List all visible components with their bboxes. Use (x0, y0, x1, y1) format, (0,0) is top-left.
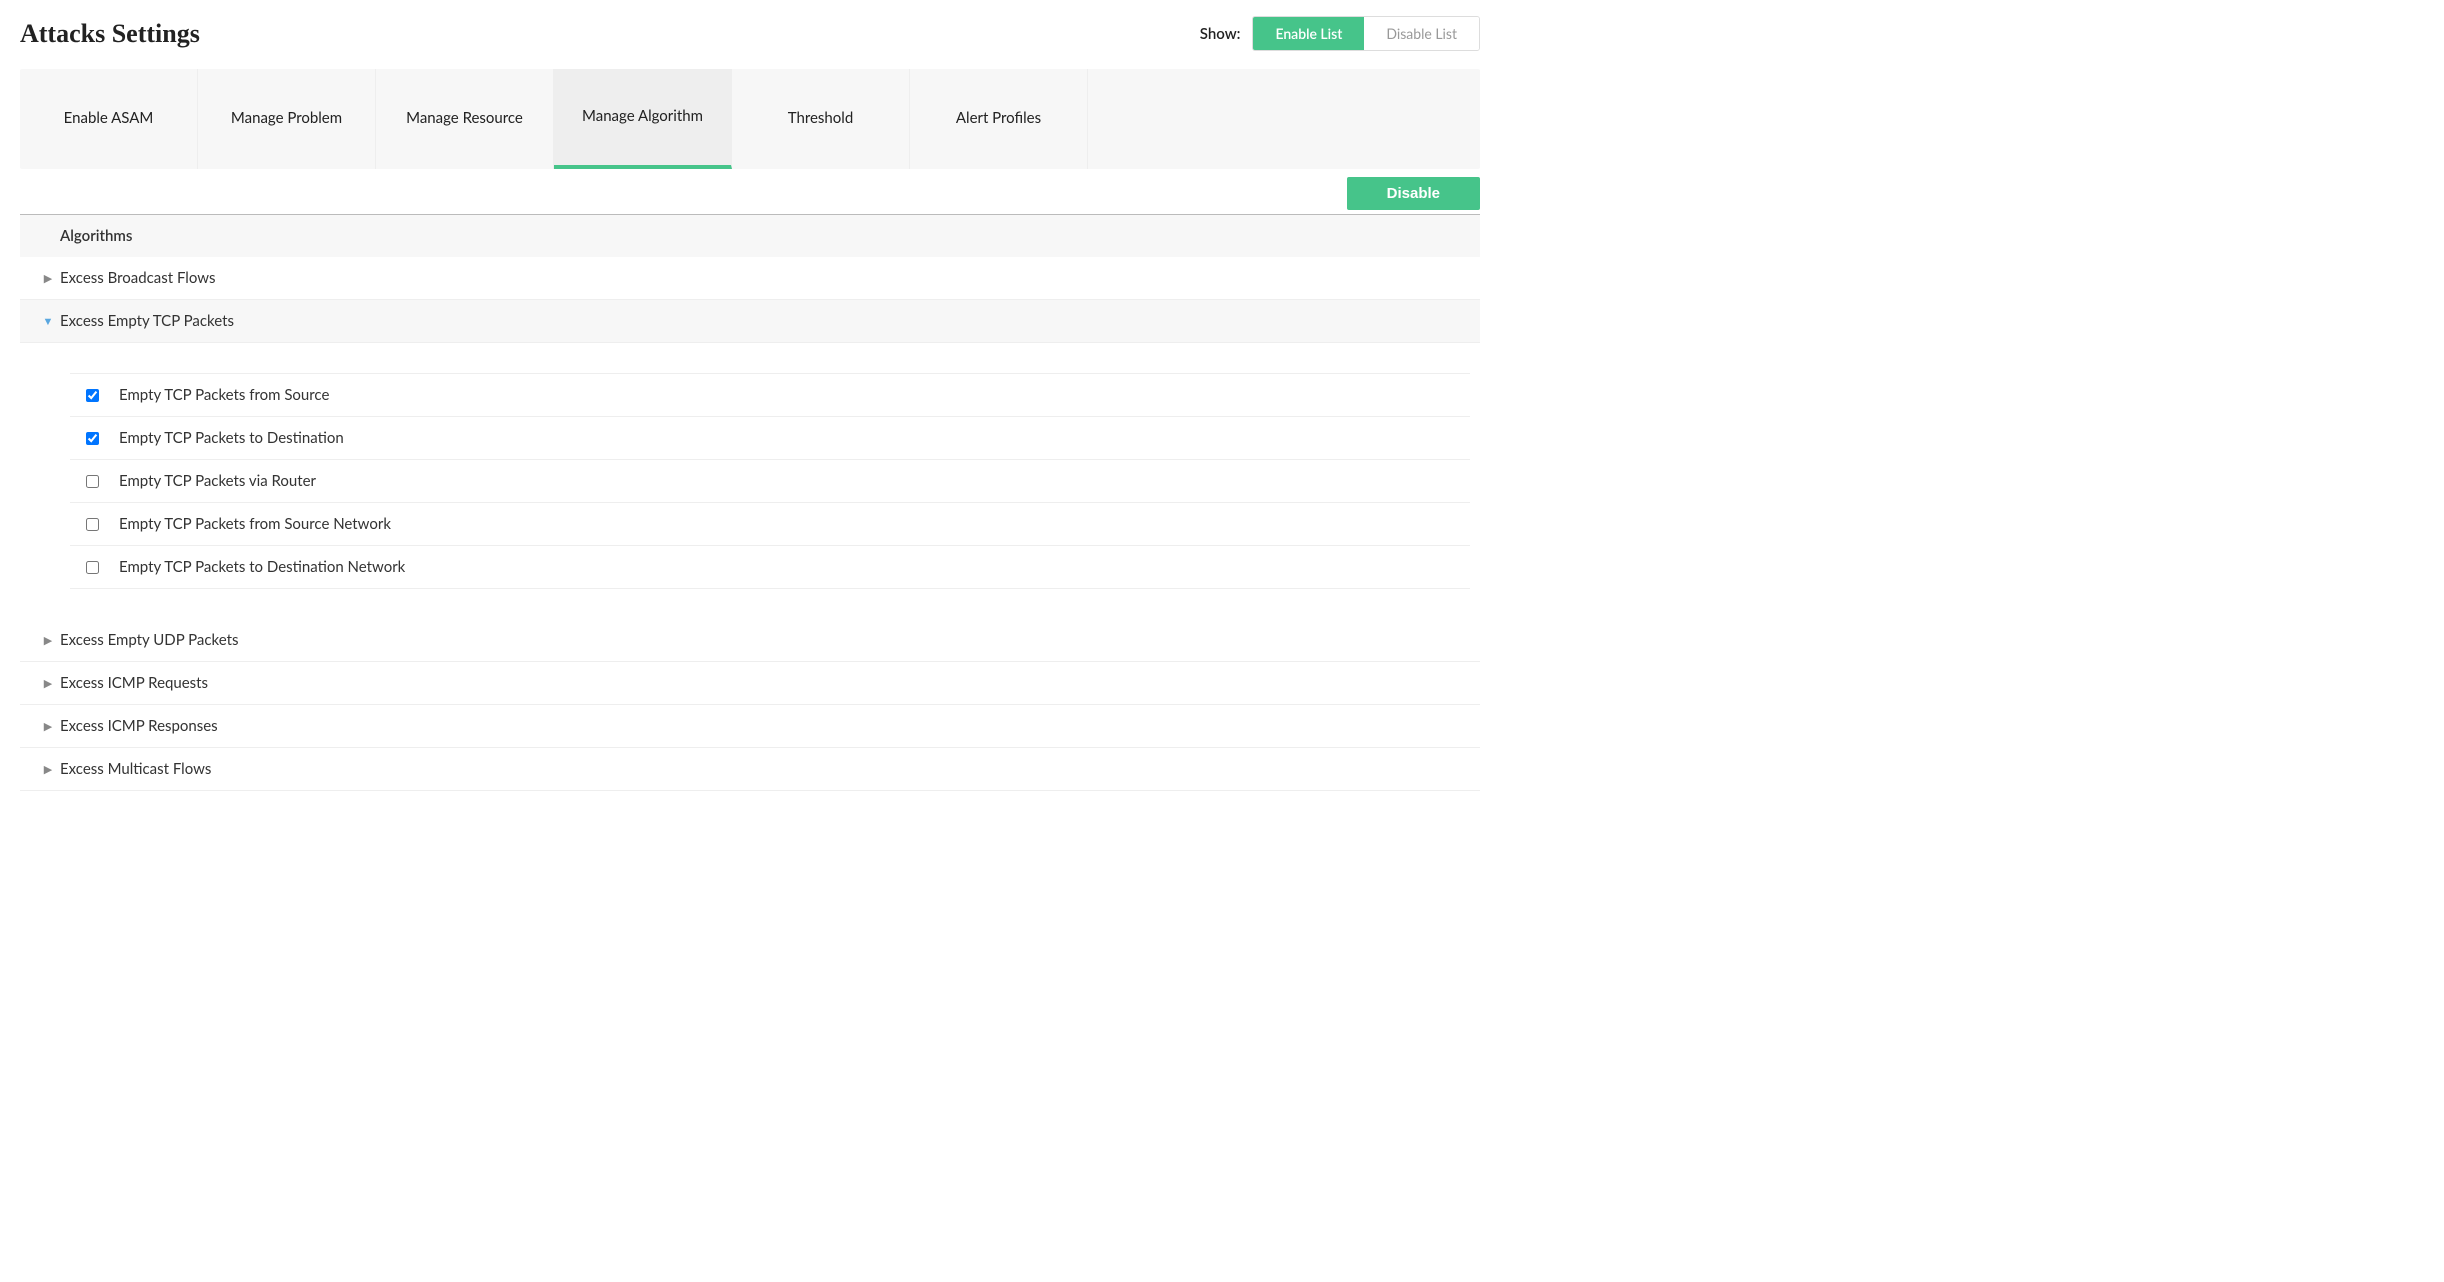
chevron-right-icon: ▶ (36, 763, 60, 776)
chevron-right-icon: ▶ (36, 272, 60, 285)
page-title: Attacks Settings (20, 19, 200, 49)
show-toggle-group: Enable List Disable List (1252, 16, 1480, 51)
algorithm-label: Excess Empty UDP Packets (60, 631, 238, 649)
tab-alert-profiles[interactable]: Alert Profiles (910, 69, 1088, 169)
tab-threshold[interactable]: Threshold (732, 69, 910, 169)
sub-algorithm-row: Empty TCP Packets from Source (70, 373, 1470, 417)
sub-algorithm-checkbox[interactable] (86, 475, 99, 488)
sub-algorithm-label: Empty TCP Packets to Destination Network (119, 558, 405, 576)
enable-list-button[interactable]: Enable List (1253, 17, 1364, 50)
sub-algorithm-label: Empty TCP Packets via Router (119, 472, 316, 490)
chevron-right-icon: ▶ (36, 634, 60, 647)
algorithm-label: Excess ICMP Responses (60, 717, 218, 735)
chevron-right-icon: ▶ (36, 677, 60, 690)
sub-algorithm-label: Empty TCP Packets from Source Network (119, 515, 391, 533)
sub-algorithm-checkbox[interactable] (86, 518, 99, 531)
algorithm-row[interactable]: ▶ Excess Broadcast Flows (20, 257, 1480, 300)
algorithm-label: Excess Empty TCP Packets (60, 312, 234, 330)
tab-manage-algorithm[interactable]: Manage Algorithm (554, 69, 732, 169)
sub-algorithm-checkbox[interactable] (86, 432, 99, 445)
sub-algorithm-label: Empty TCP Packets from Source (119, 386, 329, 404)
sub-algorithm-row: Empty TCP Packets via Router (70, 460, 1470, 503)
sub-algorithm-row: Empty TCP Packets to Destination (70, 417, 1470, 460)
sub-algorithm-checkbox[interactable] (86, 561, 99, 574)
algorithm-row[interactable]: ▶ Excess Multicast Flows (20, 748, 1480, 791)
chevron-down-icon: ▼ (36, 315, 60, 328)
show-label: Show: (1200, 25, 1241, 43)
algorithm-label: Excess ICMP Requests (60, 674, 208, 692)
sub-algorithm-checkbox[interactable] (86, 389, 99, 402)
algorithm-sub-list: Empty TCP Packets from Source Empty TCP … (20, 343, 1480, 619)
algorithm-label: Excess Multicast Flows (60, 760, 211, 778)
chevron-right-icon: ▶ (36, 720, 60, 733)
sub-algorithm-row: Empty TCP Packets to Destination Network (70, 546, 1470, 589)
algorithm-label: Excess Broadcast Flows (60, 269, 215, 287)
algorithm-row[interactable]: ▶ Excess Empty UDP Packets (20, 619, 1480, 662)
disable-button[interactable]: Disable (1347, 177, 1480, 210)
sub-algorithm-label: Empty TCP Packets to Destination (119, 429, 344, 447)
algorithm-row[interactable]: ▼ Excess Empty TCP Packets (20, 300, 1480, 343)
tab-manage-problem[interactable]: Manage Problem (198, 69, 376, 169)
algorithm-row[interactable]: ▶ Excess ICMP Responses (20, 705, 1480, 748)
disable-list-button[interactable]: Disable List (1364, 17, 1479, 50)
tabs-bar: Enable ASAM Manage Problem Manage Resour… (20, 69, 1480, 169)
tab-enable-asam[interactable]: Enable ASAM (20, 69, 198, 169)
algorithm-row[interactable]: ▶ Excess ICMP Requests (20, 662, 1480, 705)
algorithms-column-header: Algorithms (20, 214, 1480, 257)
sub-algorithm-row: Empty TCP Packets from Source Network (70, 503, 1470, 546)
tab-manage-resource[interactable]: Manage Resource (376, 69, 554, 169)
